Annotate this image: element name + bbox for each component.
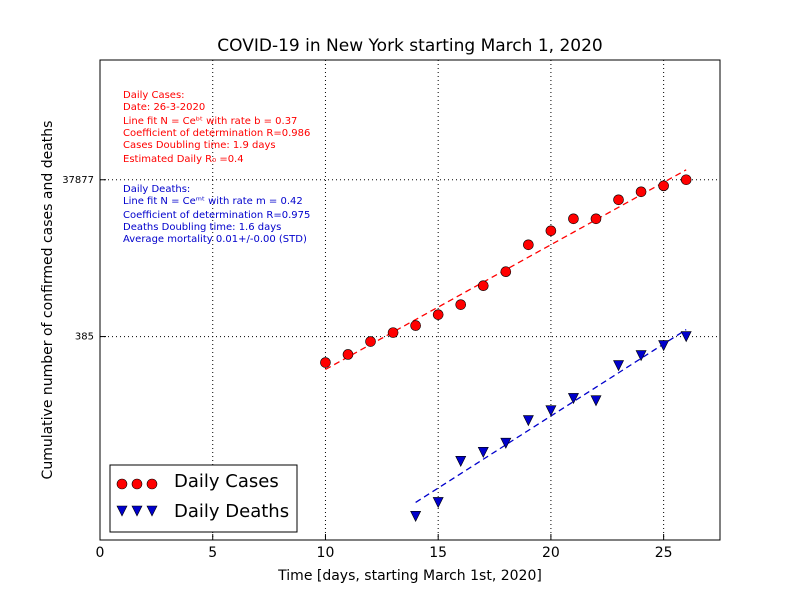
marker	[658, 340, 670, 352]
marker	[116, 505, 128, 517]
legend-label: Daily Deaths	[174, 501, 289, 522]
annotation: Average mortality 0.01+/-0.00 (STD)	[123, 234, 307, 245]
marker	[635, 350, 647, 362]
marker	[146, 505, 158, 517]
annotation: Cases Doubling time: 1.9 days	[123, 140, 276, 151]
y-axis-label: Cumulative number of confirmed cases and…	[40, 121, 56, 480]
marker	[567, 393, 579, 405]
marker	[500, 266, 512, 277]
marker	[146, 478, 158, 490]
annotation: Line fit N = Ceᵇᵗ with rate b = 0.37	[123, 116, 297, 127]
chart-title: COVID-19 in New York starting March 1, 2…	[217, 36, 602, 56]
marker	[455, 299, 467, 310]
marker	[455, 456, 467, 467]
marker	[500, 437, 512, 449]
x-tick-label: 0	[96, 545, 105, 561]
annotation: Deaths Doubling time: 1.6 days	[123, 222, 281, 233]
marker	[680, 331, 692, 343]
marker	[342, 349, 354, 360]
annotation: Coefficient of determination R=0.975	[123, 210, 310, 221]
marker	[613, 360, 625, 372]
marker	[522, 415, 534, 427]
annotation: Line fit N = Ceᵐᵗ with rate m = 0.42	[123, 196, 303, 207]
marker	[523, 239, 534, 251]
x-tick-label: 20	[542, 545, 560, 561]
x-tick-label: 15	[429, 545, 447, 561]
y-tick-label: 385	[75, 332, 94, 343]
fit-line	[325, 169, 687, 371]
annotation: Daily Cases:	[123, 90, 185, 101]
annotation: Date: 26-3-2020	[123, 102, 205, 113]
marker	[590, 213, 602, 225]
marker	[590, 395, 602, 407]
marker	[410, 320, 421, 331]
plot-frame	[99, 59, 721, 541]
marker	[680, 174, 692, 186]
legend-label: Daily Cases	[174, 471, 279, 492]
legend: Daily Cases Daily Deaths	[109, 464, 298, 533]
y-tick-label: 37877	[62, 175, 94, 186]
marker	[320, 357, 331, 368]
annotation: Estimated Daily R₀ =0.4	[123, 154, 244, 165]
annotation: Coefficient of determination R=0.986	[123, 128, 310, 139]
x-tick-label: 10	[317, 545, 335, 561]
marker	[658, 180, 669, 192]
annotation: Daily Deaths:	[123, 184, 190, 195]
marker	[410, 511, 422, 522]
marker	[387, 327, 399, 338]
marker	[613, 194, 624, 206]
marker	[432, 497, 444, 509]
marker	[635, 186, 647, 198]
marker	[545, 405, 557, 417]
legend-box	[109, 464, 298, 533]
marker	[365, 336, 376, 347]
marker	[116, 478, 128, 490]
marker	[545, 225, 557, 237]
marker	[568, 213, 579, 225]
x-tick-label: 25	[655, 545, 673, 561]
x-tick-label: 5	[208, 545, 217, 561]
marker	[477, 447, 489, 459]
marker	[477, 280, 489, 291]
marker	[131, 478, 143, 490]
marker	[131, 505, 143, 517]
x-axis-label: Time [days, starting March 1st, 2020]	[277, 568, 542, 584]
marker	[432, 309, 444, 320]
